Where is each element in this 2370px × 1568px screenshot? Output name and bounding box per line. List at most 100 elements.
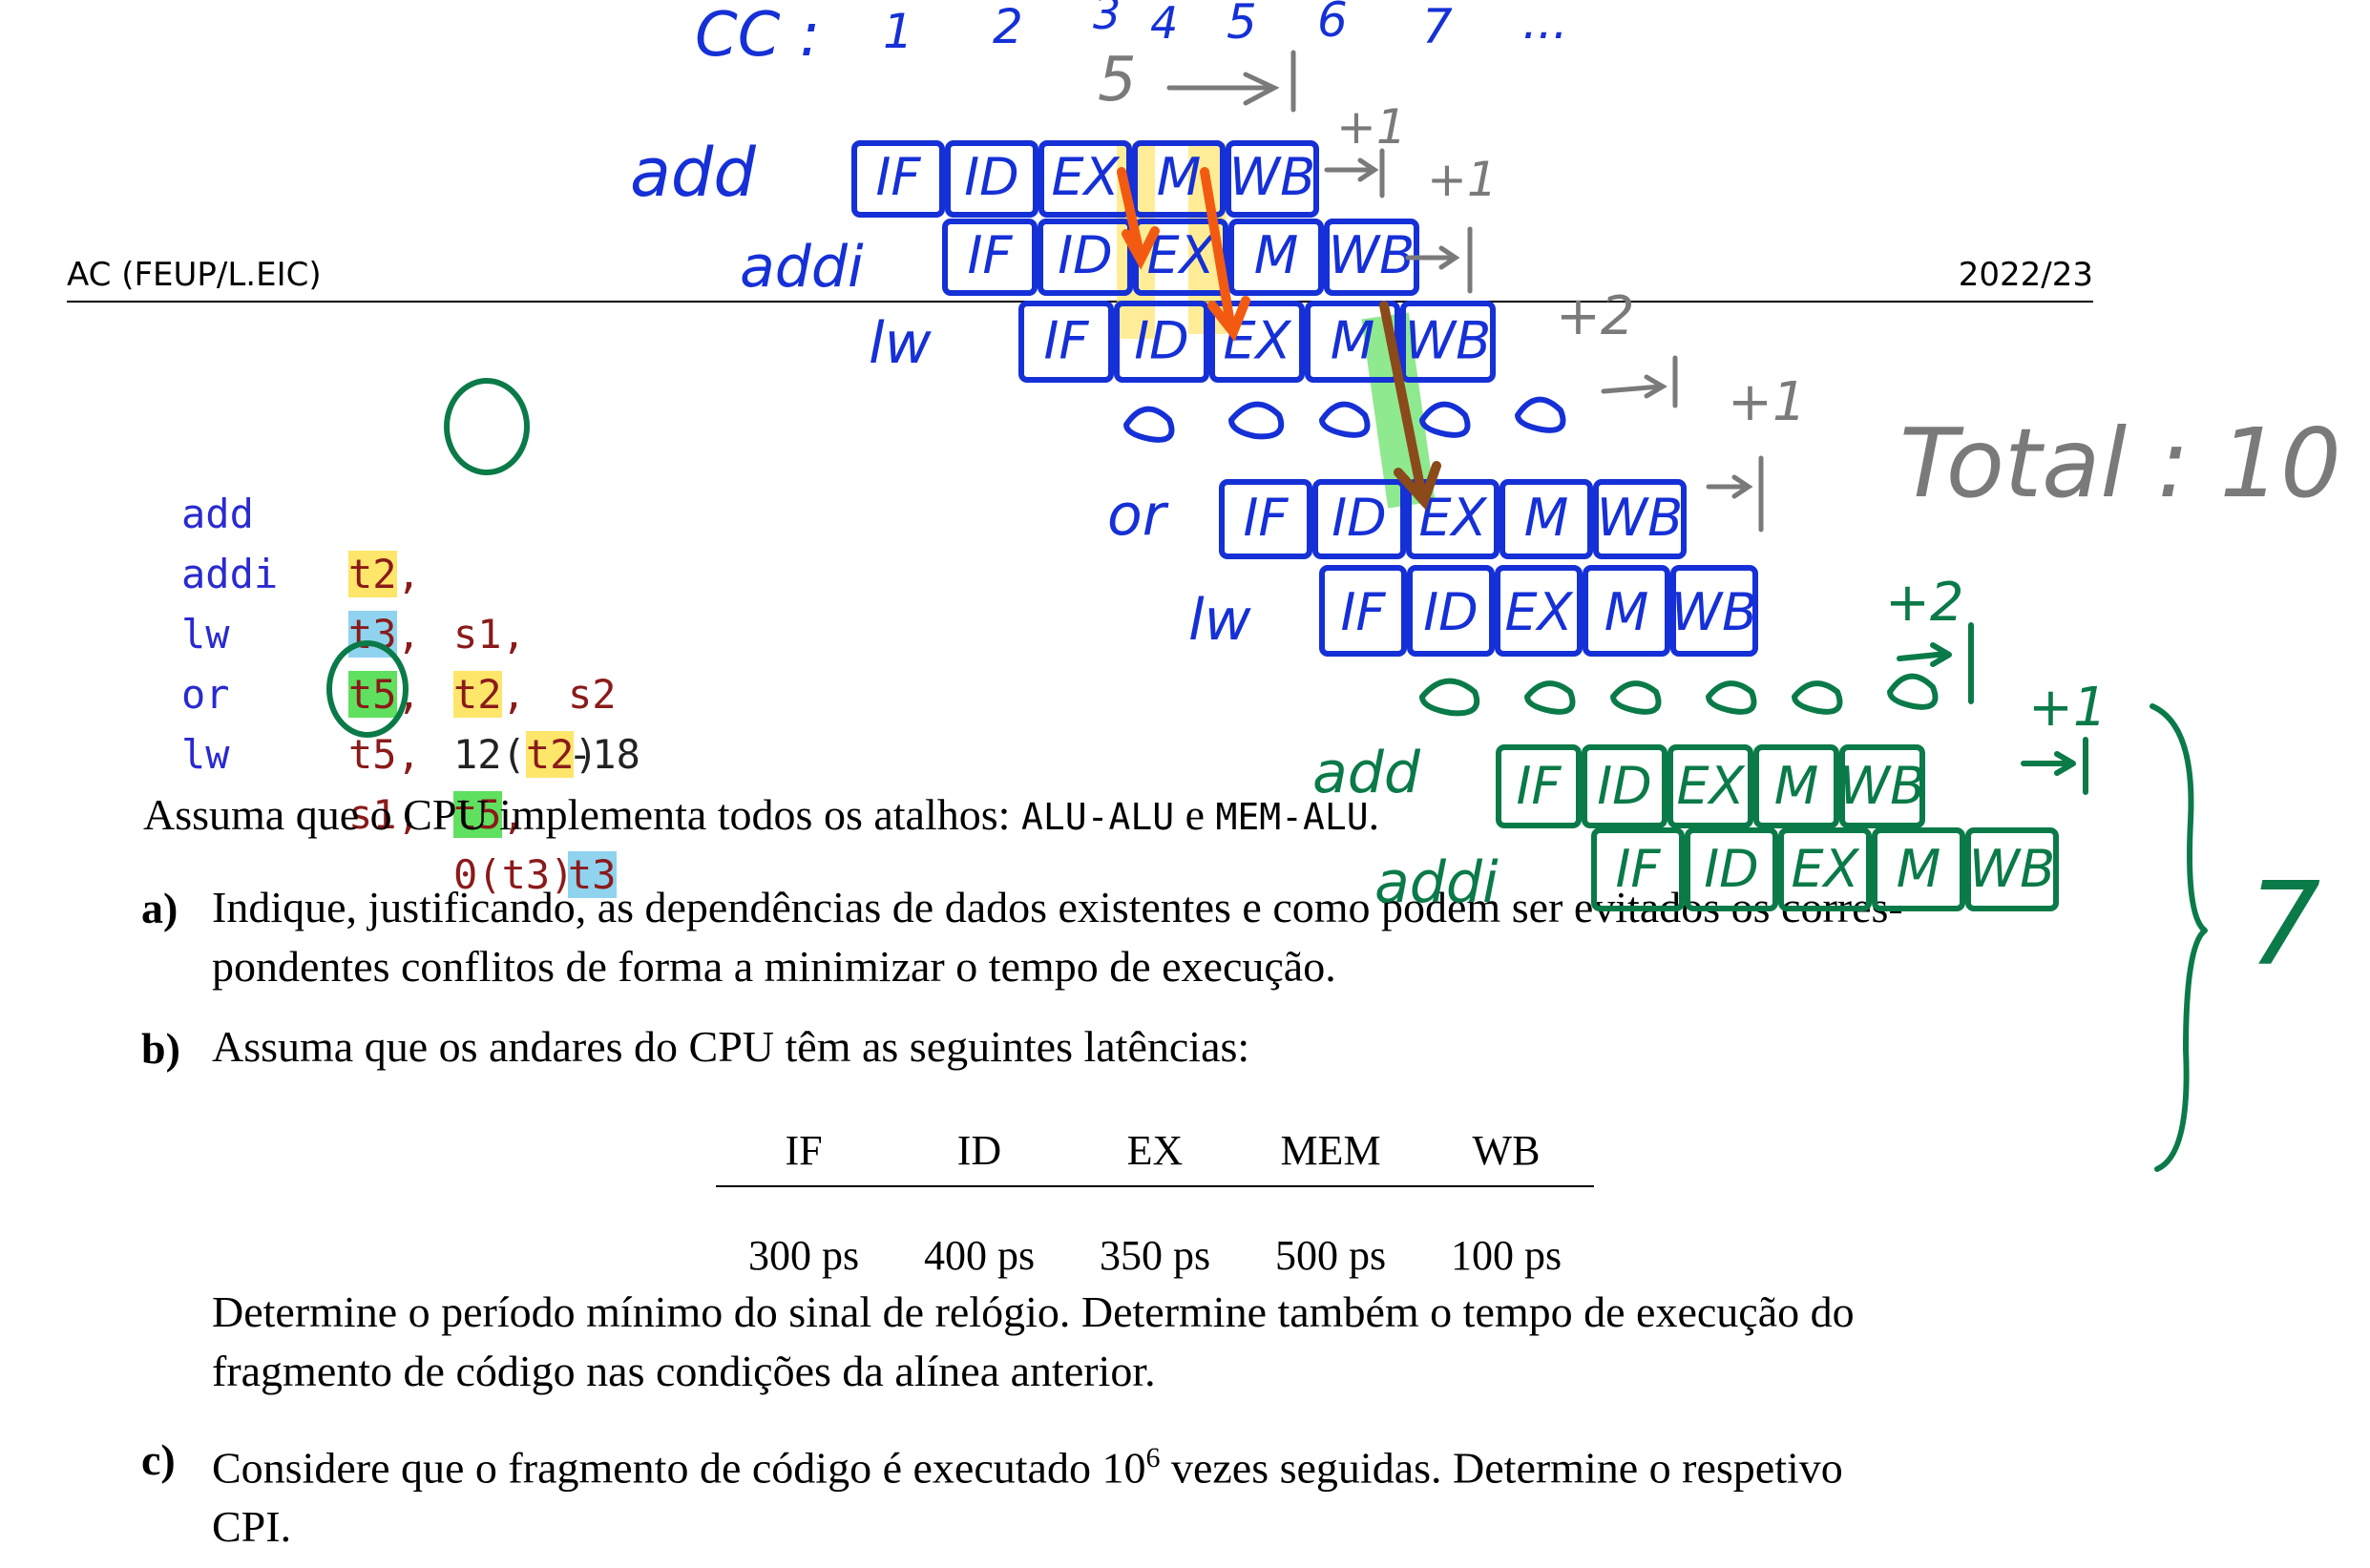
latency-header-row: IF ID EX MEM WB <box>716 1115 1594 1187</box>
item-c-exponent: 6 <box>1145 1442 1161 1474</box>
stage-box <box>1496 744 1582 828</box>
increment-label: +1 <box>1427 152 1498 207</box>
instr-label: add <box>630 134 756 212</box>
stage-box <box>1667 744 1753 828</box>
stage-label: M <box>1157 147 1202 207</box>
item-c-text-part: Considere que o fragmento de código é ex… <box>212 1443 1102 1493</box>
instr-label: lw <box>869 310 933 377</box>
code-op: addi <box>181 551 279 597</box>
code-arg: s2 <box>568 671 617 718</box>
cc-number: 4 <box>1150 0 1178 49</box>
code-arg: 0(t3) <box>453 851 575 898</box>
item-c-label: c) <box>141 1435 176 1484</box>
increment-marks: +1 +1 +2 +1 <box>1336 99 1807 433</box>
code-arg: 12( <box>453 731 526 778</box>
latency-five: 5 <box>1098 45 1137 115</box>
stage-label: EX <box>1504 582 1573 642</box>
increment-marks-green: +2 +1 <box>1885 572 2108 739</box>
bubble-icon <box>1123 406 1175 443</box>
forward-arrow-icon <box>1117 167 1160 270</box>
instr-label: add <box>1312 740 1421 806</box>
stage-label: IF <box>968 225 1014 285</box>
stage-label: ID <box>1423 582 1479 642</box>
code-arg: s1 <box>453 611 502 658</box>
stage-label: M <box>1331 311 1375 371</box>
stage-label: M <box>1897 839 1941 899</box>
code-op: lw <box>181 731 230 778</box>
latency-table: IF ID EX MEM WB 300 ps 400 ps 350 ps 500… <box>716 1115 1594 1281</box>
bubble-icon <box>1524 680 1576 715</box>
latency-header: ID <box>891 1115 1067 1187</box>
code-listing: add t2, s1, s2 addi t3, t2, -18 lw t5, 1… <box>181 424 640 898</box>
stage-label: ID <box>1134 311 1189 371</box>
stage-label: WB <box>1671 582 1757 642</box>
stage-box <box>1591 827 1685 911</box>
code-op: lw <box>181 611 230 658</box>
bubble-icon <box>1419 678 1480 717</box>
code-arg: -18 <box>568 731 640 778</box>
code-line-2: addi t3, t2, -18 <box>181 484 640 778</box>
item-c-line: Considere que o fragmento de código é ex… <box>212 1429 2097 1497</box>
increment-label: +1 <box>2028 677 2108 739</box>
forward-arrow-icon <box>1200 167 1250 342</box>
item-c-line: CPI. <box>212 1502 292 1552</box>
stage-label: WB <box>1839 756 1925 816</box>
stage-box <box>1038 219 1133 296</box>
circle-mark <box>444 378 530 475</box>
cc-number: 5 <box>1227 0 1257 50</box>
increment-label: +1 <box>1336 99 1407 155</box>
bubble-icon <box>1887 673 1939 710</box>
stage-label: WB <box>1329 225 1415 285</box>
arrow-to-end-icon <box>1706 455 1764 533</box>
cc-number: 7 <box>1422 0 1453 54</box>
arrow-to-end-icon <box>1324 148 1385 199</box>
item-b-line: fragmento de código nas condições da alí… <box>212 1347 1156 1395</box>
item-a-line: pondentes conflitos de forma a minimizar… <box>212 942 1336 991</box>
code-arg: t5 <box>453 791 502 838</box>
stage-label: EX <box>1051 147 1120 207</box>
stage-box <box>1305 301 1400 383</box>
code-arg: s1 <box>348 791 397 838</box>
latency-value: 350 ps <box>1099 1232 1211 1279</box>
header-right: 2022/23 <box>1958 256 2093 294</box>
item-c-base: 10 <box>1101 1443 1146 1493</box>
stage-label: IF <box>1616 839 1662 899</box>
assume-mem-alu: MEM-ALU <box>1215 796 1369 838</box>
stage-label: EX <box>1676 756 1745 816</box>
stage-box <box>1685 827 1778 911</box>
cc-label: CC : <box>695 0 820 71</box>
stage-box <box>1753 744 1839 828</box>
assume-text: . <box>1368 790 1380 839</box>
stage-box <box>1406 479 1500 559</box>
stage-box <box>1132 140 1226 218</box>
stage-box <box>1593 479 1687 559</box>
code-arg: t2 <box>453 671 502 718</box>
assume-line: Assuma que o CPU implementa todos os ata… <box>143 785 1379 847</box>
latency-value: 400 ps <box>923 1232 1036 1279</box>
cc-number: 1 <box>883 4 913 59</box>
item-c-text-part: vezes seguidas. Determine o respetivo <box>1160 1443 1843 1493</box>
stage-box <box>1582 744 1667 828</box>
instr-label: lw <box>1188 587 1252 654</box>
stage-box <box>1407 565 1495 657</box>
stage-label: IF <box>1044 311 1090 371</box>
code-arg: t5 <box>348 731 397 778</box>
stage-label: IF <box>1517 756 1563 816</box>
stage-label: ID <box>1704 839 1759 899</box>
arrow-to-end-icon <box>2021 737 2088 795</box>
bubble-icon <box>1792 680 1843 715</box>
code-line-5: lw s1, 0(t3) <box>181 664 574 898</box>
stage-label: M <box>1774 756 1819 816</box>
stage-box <box>1209 301 1305 383</box>
stage-box <box>1219 479 1312 559</box>
stall-bubbles <box>1123 396 1566 443</box>
stage-box <box>851 140 945 218</box>
stage-box <box>1114 301 1209 383</box>
latency-header: IF <box>716 1115 891 1187</box>
stage-label: EX <box>1146 225 1215 285</box>
assume-alu-alu: ALU-ALU <box>1020 796 1175 838</box>
item-c-text: Considere que o fragmento de código é ex… <box>212 1429 2097 1557</box>
instr-label: addi <box>1374 849 1499 916</box>
arrow-to-end-icon <box>1166 50 1296 113</box>
cc-number: ... <box>1522 0 1568 50</box>
